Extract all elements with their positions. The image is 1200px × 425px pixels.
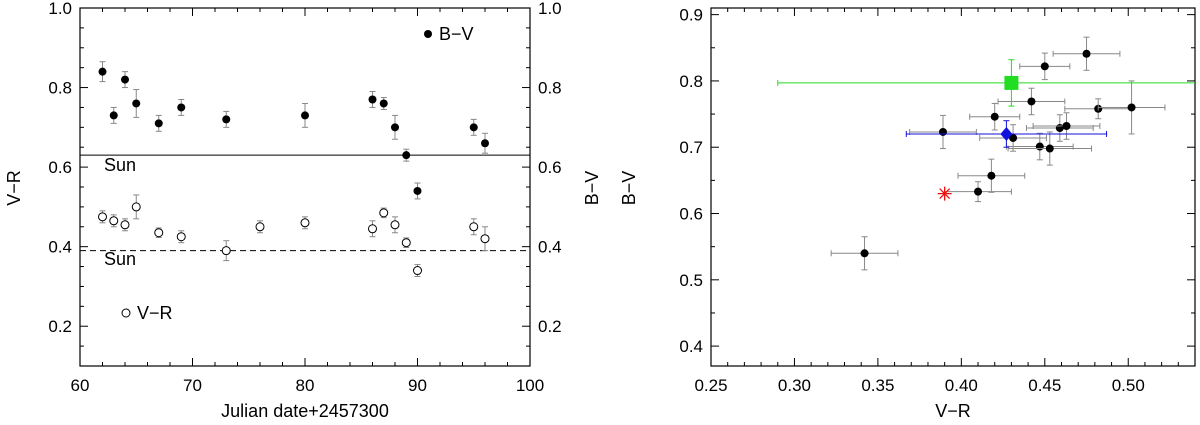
right-y-tick-label: 0.8 <box>538 79 562 98</box>
left-data-marks <box>98 61 490 277</box>
right-y-tick-label: 1.0 <box>538 0 562 18</box>
left-y-axis-label: V−R <box>4 170 24 206</box>
vr-point <box>255 222 265 232</box>
color-point <box>990 112 999 121</box>
color-point <box>974 187 983 196</box>
color-point <box>1062 122 1071 131</box>
red-asterisk-marker <box>937 186 952 201</box>
y-tick-label: 0.9 <box>679 6 703 25</box>
color-point <box>938 127 947 136</box>
sun-label-dashed: Sun <box>104 249 136 269</box>
vr-point <box>379 208 389 218</box>
y-tick-label: 0.6 <box>48 158 72 177</box>
vr-point <box>109 216 119 226</box>
vr-point <box>300 218 310 228</box>
x-tick-label: 0.35 <box>861 376 894 395</box>
vr-point <box>98 212 107 222</box>
x-tick-label: 70 <box>183 376 202 395</box>
vr-point <box>154 228 164 238</box>
y-tick-label: 0.8 <box>679 72 703 91</box>
color-point <box>987 171 996 180</box>
color-point <box>1027 97 1036 106</box>
x-tick-label: 100 <box>516 376 544 395</box>
x-tick-label: 0.40 <box>945 376 978 395</box>
vr-point <box>390 220 400 230</box>
color-point <box>860 249 869 258</box>
vr-point <box>368 224 377 234</box>
vr-point <box>120 220 130 230</box>
right-y-tick-label: 0.6 <box>538 158 562 177</box>
y-tick-label: 0.4 <box>48 238 72 257</box>
x-tick-label: 80 <box>296 376 315 395</box>
x-tick-label: 0.45 <box>1028 376 1061 395</box>
vr-point <box>480 234 490 244</box>
right-y-tick-label: 0.4 <box>538 238 562 257</box>
vr-point <box>469 222 479 232</box>
right-y-axis-label: B−V <box>582 171 602 206</box>
x-tick-label: 90 <box>408 376 427 395</box>
bv-point <box>379 99 388 108</box>
bv-point <box>413 186 422 195</box>
bv-point <box>402 151 411 160</box>
legend-label-b-v: B−V <box>439 24 474 44</box>
color-point <box>1040 62 1049 71</box>
bv-point <box>368 95 377 104</box>
bv-point <box>98 67 107 76</box>
y-tick-label: 0.6 <box>679 205 703 224</box>
y-tick-label: 0.8 <box>48 79 72 98</box>
color-point <box>1009 133 1018 142</box>
bv-point <box>301 111 309 120</box>
color-point <box>1082 49 1091 58</box>
bv-point <box>222 115 231 124</box>
x-tick-label: 0.25 <box>694 376 727 395</box>
y-tick-label: 0.4 <box>679 337 703 356</box>
right-y-tick-label: 0.2 <box>538 317 562 336</box>
vr-point <box>413 266 422 276</box>
asterisk-stroke <box>939 188 951 200</box>
x-tick-label: 0.30 <box>778 376 811 395</box>
sun-label-solid: Sun <box>104 155 136 175</box>
left-axis-ticks: 60 70 80 90 100 0.2 0.2 0.4 0.4 0.6 0.6 0.8 0.8 1.0 1.… <box>48 0 561 395</box>
vr-point <box>131 202 141 212</box>
legend: B−V V−R <box>121 24 474 323</box>
x-tick-label: 0.50 <box>1112 376 1145 395</box>
y-tick-label: 1.0 <box>48 0 72 18</box>
right-axis-ticks: 0.25 0.30 0.35 0.40 0.45 0.50 0.4 0.5 0.6 0.7 0.8 0… <box>679 6 1196 395</box>
blue-diamond-marker <box>1000 126 1013 141</box>
bv-point <box>121 75 129 84</box>
bv-point <box>177 103 186 112</box>
bv-point <box>469 123 478 132</box>
color-point <box>1035 142 1044 151</box>
bv-point <box>109 111 118 120</box>
bv-point <box>154 119 163 128</box>
left-x-axis-label: Julian date+2457300 <box>221 401 389 421</box>
right-data-marks <box>777 36 1195 271</box>
left-panel: 60 70 80 90 100 0.2 0.2 0.4 0.4 0.6 0.6 0.8 0.8 1.0 1.… <box>4 0 602 421</box>
vr-point <box>401 238 411 248</box>
bv-point <box>132 99 141 108</box>
legend-marker-filled-circle <box>424 30 432 38</box>
y-tick-label: 0.7 <box>679 138 703 157</box>
right-plot-frame <box>710 7 1196 367</box>
right-panel-y-axis-label: B−V <box>619 171 639 206</box>
color-point <box>1127 103 1136 112</box>
x-tick-label: 60 <box>71 376 90 395</box>
bv-point <box>391 123 399 132</box>
bv-point <box>481 139 489 148</box>
vr-point <box>221 246 231 256</box>
legend-label-v-r: V−R <box>137 303 173 323</box>
right-x-axis-label: V−R <box>935 401 971 421</box>
y-tick-label: 0.5 <box>679 271 703 290</box>
right-panel: 0.25 0.30 0.35 0.40 0.45 0.50 0.4 0.5 0.6 0.7 0.8 0… <box>619 6 1196 421</box>
vr-point <box>176 232 186 242</box>
legend-marker-open-circle <box>121 308 131 318</box>
green-square-marker <box>1004 75 1019 90</box>
color-point <box>1045 144 1054 153</box>
left-reference-lines <box>80 154 530 252</box>
y-tick-label: 0.2 <box>48 317 72 336</box>
